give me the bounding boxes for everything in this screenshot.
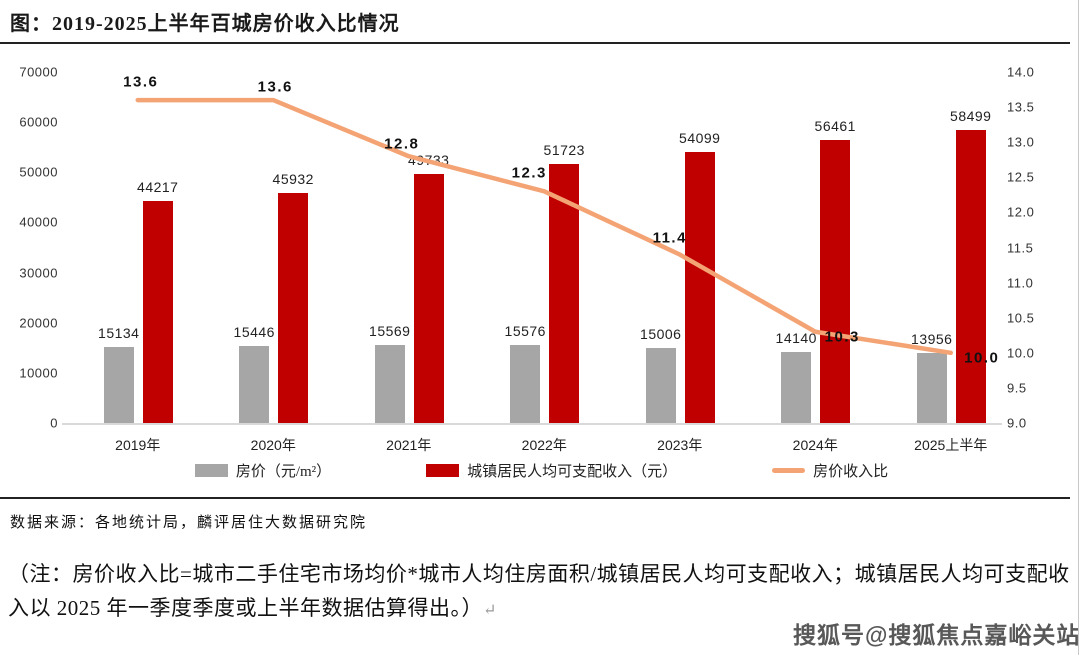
legend-label-house-price: 房价（元/m²） xyxy=(235,464,332,480)
income-value-label: 51723 xyxy=(543,141,585,158)
page-title: 图：2019-2025上半年百城房价收入比情况 xyxy=(10,13,400,35)
watermark: 搜狐号@搜狐焦点嘉峪关站 xyxy=(793,622,1081,648)
y-axis-left-tick: 0 xyxy=(50,415,58,431)
y-axis-right-tick: 12.0 xyxy=(1007,204,1035,220)
ratio-value-label: 13.6 xyxy=(257,78,293,96)
chart-legend: 房价（元/m²） 城镇居民人均可支配收入（元） 房价收入比 xyxy=(0,460,1083,481)
legend-item-house-price: 房价（元/m²） xyxy=(194,460,332,481)
x-axis-label: 2020年 xyxy=(250,437,296,453)
income-bar xyxy=(413,173,444,423)
x-axis-label: 2021年 xyxy=(386,437,432,453)
note-text: （注：房价收入比=城市二手住宅市场均价*城市人均住房面积/城镇居民人均可支配收入… xyxy=(8,558,1071,625)
y-axis-right-tick: 11.0 xyxy=(1007,275,1034,291)
house-price-bar xyxy=(510,344,541,423)
page-edge-line xyxy=(1078,0,1079,655)
income-value-label: 58499 xyxy=(950,107,992,124)
y-axis-right-tick: 9.5 xyxy=(1007,380,1027,396)
source-text: 数据来源：各地统计局，麟评居住大数据研究院 xyxy=(10,515,368,531)
y-axis-left-tick: 20000 xyxy=(19,315,58,331)
x-axis-label: 2024年 xyxy=(792,437,838,453)
price-income-chart: 房价（元/m²） 城镇居民人均可支配收入（元） 房价收入比 0 10000 2000… xyxy=(0,44,1083,497)
y-axis-left-tick: 10000 xyxy=(19,365,58,381)
house-price-swatch-icon xyxy=(194,464,228,477)
legend-item-income: 城镇居民人均可支配收入（元） xyxy=(426,460,677,481)
legend-label-income: 城镇居民人均可支配收入（元） xyxy=(467,464,678,480)
house-price-bar xyxy=(916,353,947,423)
income-value-label: 44217 xyxy=(137,179,179,196)
income-bar xyxy=(820,139,851,423)
income-value-label: 45932 xyxy=(272,170,314,187)
house-price-value-label: 14140 xyxy=(775,330,817,347)
ratio-value-label: 10.3 xyxy=(824,328,860,346)
x-axis-label: 2023年 xyxy=(657,437,703,453)
house-price-value-label: 15576 xyxy=(504,322,546,339)
ratio-value-label: 10.0 xyxy=(964,349,1000,367)
income-bar xyxy=(278,192,309,423)
y-axis-left-tick: 70000 xyxy=(19,64,58,80)
y-axis-right-tick: 12.5 xyxy=(1007,169,1035,185)
ratio-value-label: 13.6 xyxy=(123,73,159,91)
y-axis-right-tick: 10.0 xyxy=(1007,345,1035,361)
income-swatch-icon xyxy=(426,464,460,477)
income-value-label: 54099 xyxy=(679,129,721,146)
y-axis-right-tick: 13.5 xyxy=(1007,99,1035,115)
x-axis-label: 2025上半年 xyxy=(914,437,988,453)
income-value-label: 56461 xyxy=(814,117,856,134)
title-rule xyxy=(0,42,1070,44)
legend-label-ratio: 房价收入比 xyxy=(813,464,889,480)
y-axis-left-tick: 60000 xyxy=(19,114,58,130)
y-axis-left-tick: 40000 xyxy=(19,214,58,230)
return-mark-icon: ↵ xyxy=(483,601,497,619)
y-axis-right-tick: 13.0 xyxy=(1007,134,1035,150)
x-axis-label: 2022年 xyxy=(521,437,567,453)
income-bar xyxy=(142,201,173,423)
ratio-value-label: 12.3 xyxy=(511,164,547,182)
y-axis-left-tick: 30000 xyxy=(19,265,58,281)
ratio-value-label: 11.4 xyxy=(652,229,687,247)
note-body: （注：房价收入比=城市二手住宅市场均价*城市人均住房面积/城镇居民人均可支配收入… xyxy=(8,562,1070,620)
house-price-value-label: 15006 xyxy=(640,325,682,342)
house-price-value-label: 15569 xyxy=(369,322,411,339)
y-axis-left-tick: 50000 xyxy=(19,164,58,180)
house-price-value-label: 13956 xyxy=(911,331,953,348)
y-axis-right-tick: 11.5 xyxy=(1007,240,1034,255)
y-axis-right-tick: 10.5 xyxy=(1007,310,1035,326)
price-income-ratio-line xyxy=(135,97,953,356)
house-price-value-label: 15446 xyxy=(233,323,275,340)
house-price-bar xyxy=(103,347,134,423)
x-axis-line xyxy=(62,423,1002,425)
ratio-value-label: 12.8 xyxy=(384,135,420,153)
chart-bottom-rule xyxy=(0,497,1070,499)
house-price-bar xyxy=(645,347,676,423)
house-price-bar xyxy=(239,345,270,423)
house-price-bar xyxy=(781,352,812,423)
income-bar xyxy=(684,151,715,423)
y-axis-right-tick: 14.0 xyxy=(1007,64,1035,80)
ratio-line-swatch-icon xyxy=(772,468,806,473)
income-bar xyxy=(955,129,986,423)
house-price-bar xyxy=(374,344,405,423)
y-axis-right-tick: 9.0 xyxy=(1007,415,1027,431)
x-axis-label: 2019年 xyxy=(115,437,161,453)
house-price-value-label: 15134 xyxy=(98,325,140,342)
legend-item-ratio: 房价收入比 xyxy=(772,460,888,481)
